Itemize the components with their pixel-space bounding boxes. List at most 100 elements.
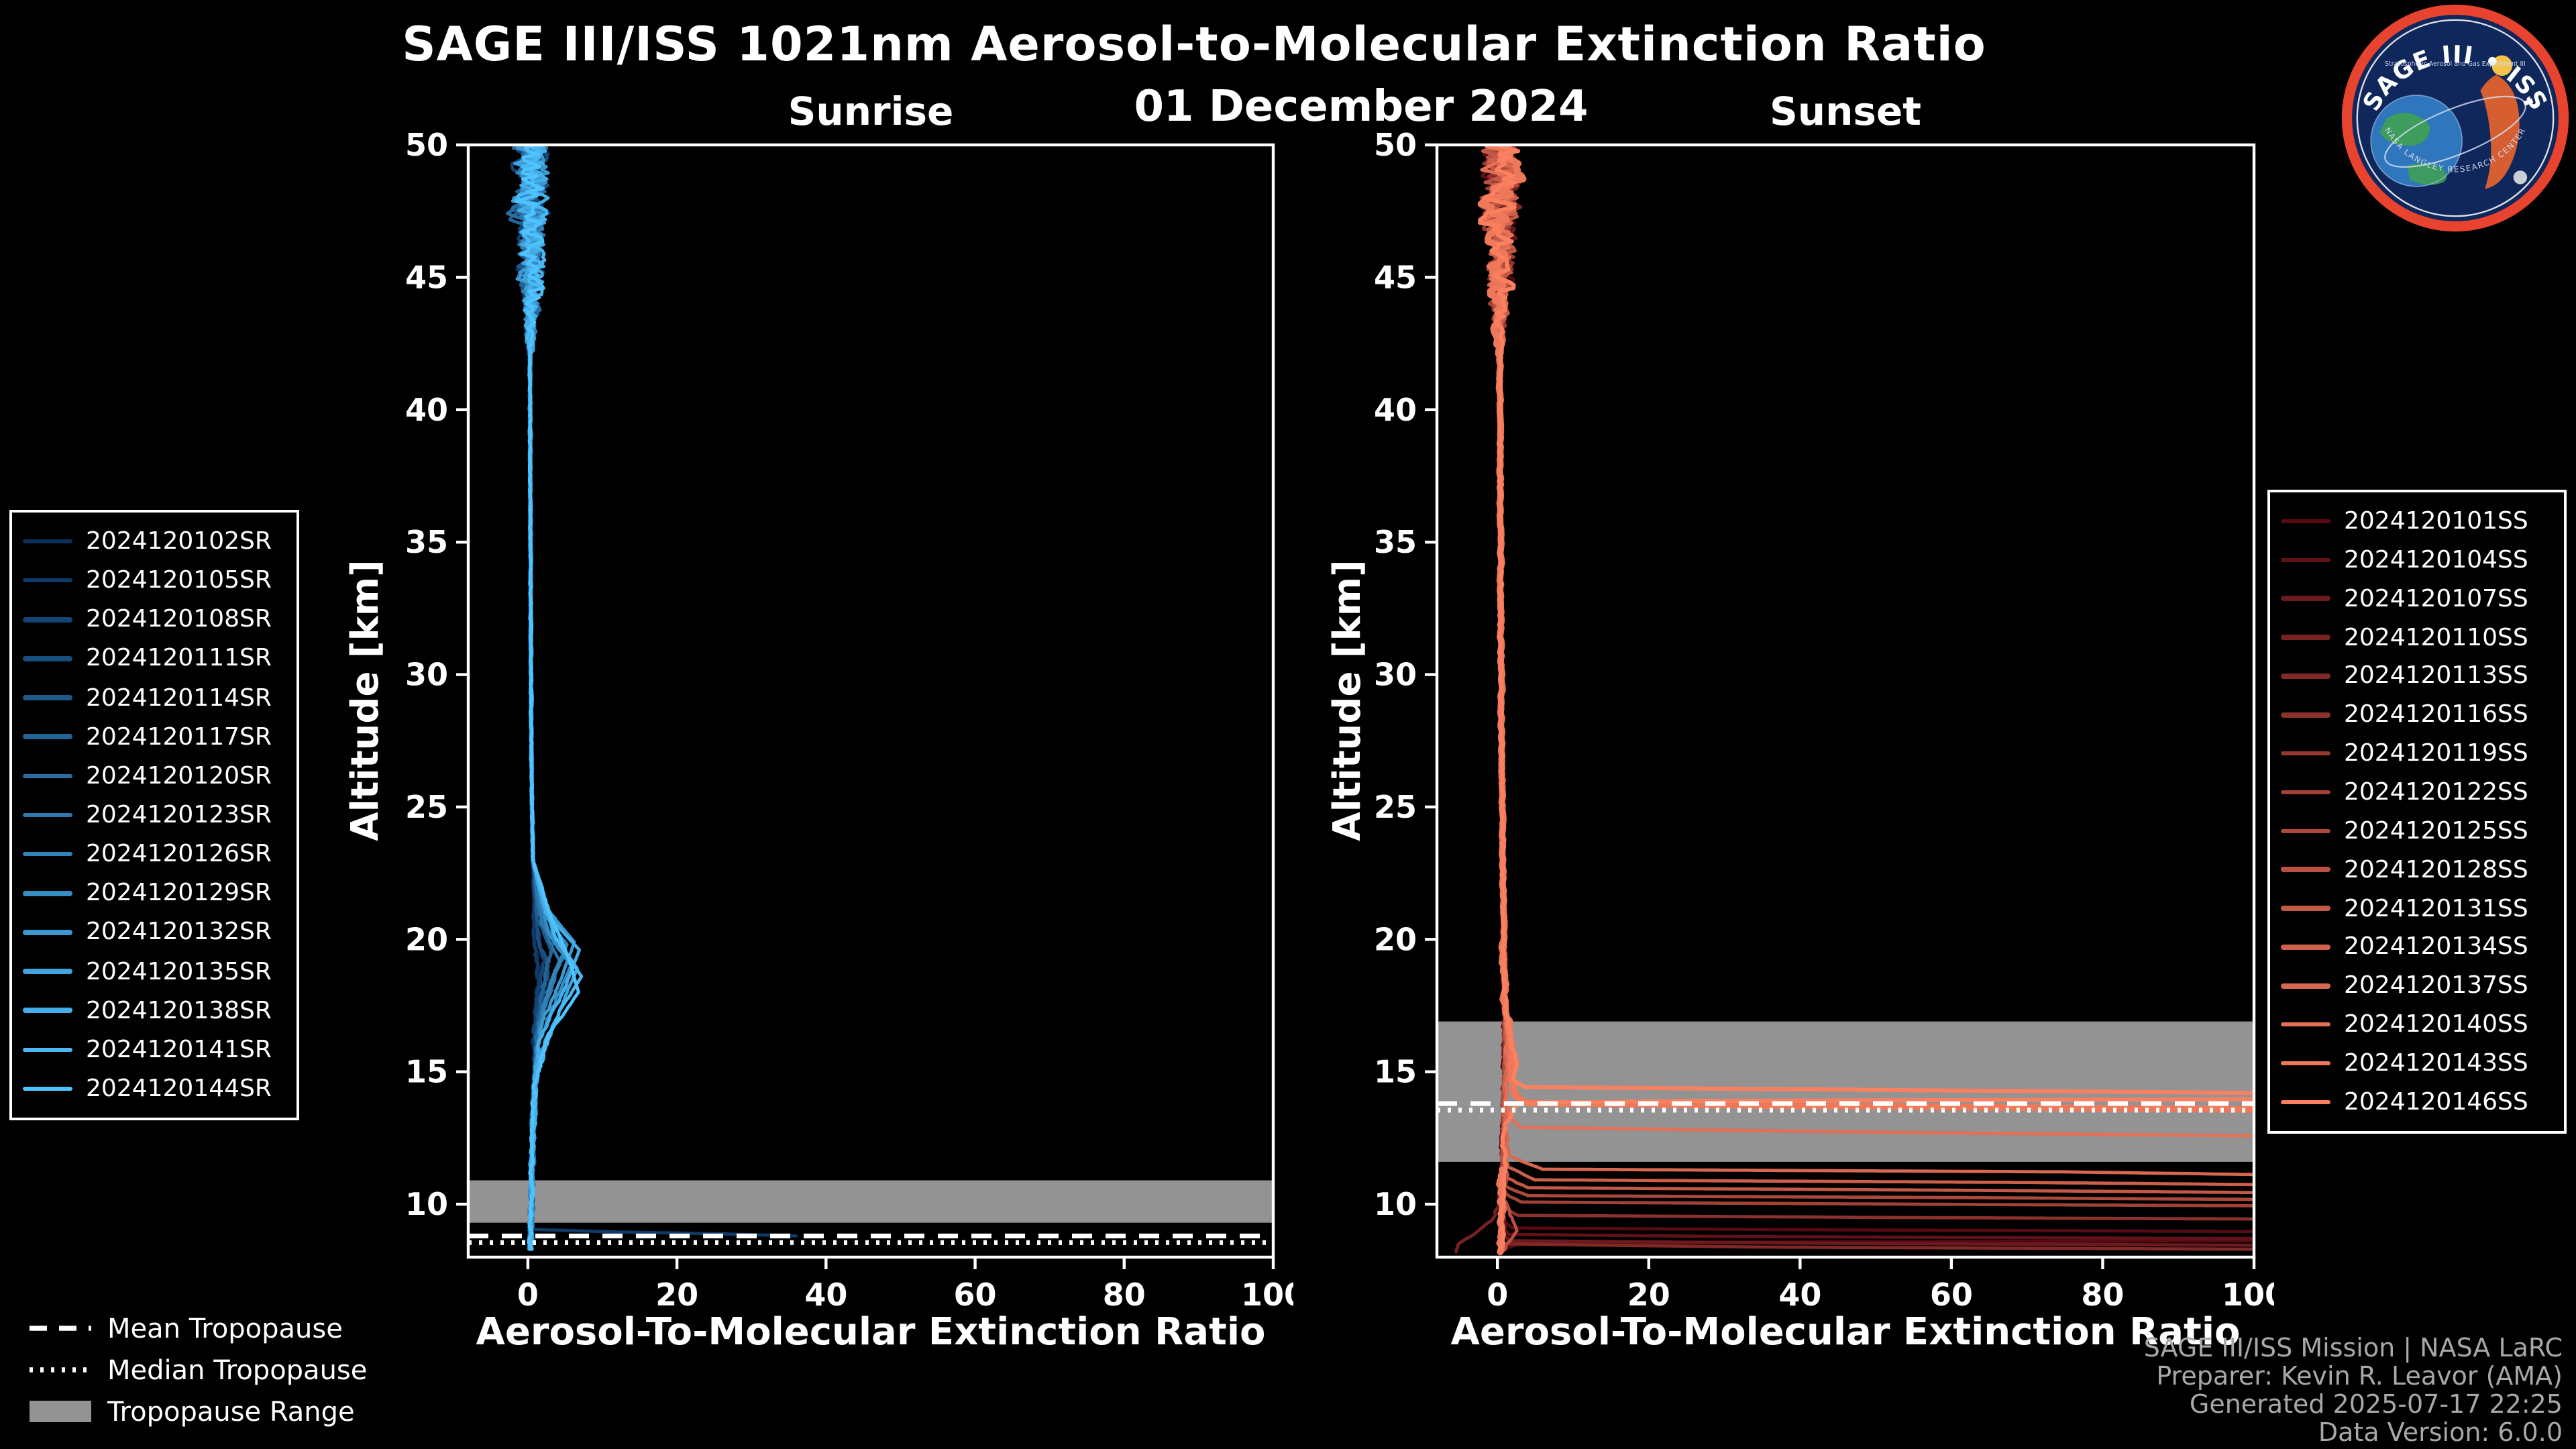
legend-label: 2024120107SS xyxy=(2344,584,2528,613)
legend-label: 2024120111SR xyxy=(86,644,272,673)
legend-label: 2024120128SS xyxy=(2344,855,2528,884)
legend-item: 2024120135SR xyxy=(23,953,286,989)
legend-item: 2024120125SS xyxy=(2281,813,2553,849)
legend-swatch xyxy=(23,930,72,935)
x-tick-label: 80 xyxy=(2081,1277,2124,1313)
legend-swatch xyxy=(23,851,72,857)
y-tick-label: 30 xyxy=(405,657,448,693)
legend-item: 2024120138SR xyxy=(23,992,286,1028)
legend-item: 2024120131SS xyxy=(2281,890,2553,926)
legend-swatch xyxy=(2281,867,2330,873)
credit-mission: SAGE III/ISS Mission | NASA LaRC xyxy=(2143,1334,2563,1363)
legend-swatch xyxy=(2281,1061,2330,1066)
legend-swatch xyxy=(23,578,72,583)
legend-label: 2024120108SR xyxy=(86,605,272,634)
credits: SAGE III/ISS Mission | NASA LaRC Prepare… xyxy=(2143,1334,2563,1448)
legend-label: 2024120110SS xyxy=(2344,623,2528,652)
legend-label: 2024120122SS xyxy=(2344,778,2528,807)
legend-label: 2024120123SR xyxy=(86,800,272,829)
tropopause-range-label: Tropopause Range xyxy=(107,1395,355,1427)
x-tick-label: 60 xyxy=(1930,1277,1973,1313)
legend-item: 2024120102SR xyxy=(23,523,286,559)
x-tick-label: 20 xyxy=(1627,1277,1670,1313)
x-tick-label: 100 xyxy=(1241,1277,1293,1313)
tropopause-range-legend-row: Tropopause Range xyxy=(30,1390,367,1432)
legend-item: 2024120128SS xyxy=(2281,851,2553,888)
legend-swatch xyxy=(23,616,72,623)
mean-tropopause-legend-row: Mean Tropopause xyxy=(30,1307,367,1348)
legend-swatch xyxy=(2281,906,2330,911)
profile-line xyxy=(515,145,798,1251)
y-tick-label: 10 xyxy=(1374,1186,1417,1222)
legend-swatch xyxy=(2281,674,2330,679)
legend-swatch xyxy=(23,969,72,974)
sunset-legend: 2024120101SS 2024120104SS 2024120107SS 2024… xyxy=(2267,490,2567,1134)
legend-label: 2024120129SR xyxy=(86,879,272,908)
logo-sun-icon xyxy=(2491,55,2512,76)
profile-line xyxy=(511,145,579,1251)
y-tick-label: 15 xyxy=(1374,1054,1417,1090)
credit-preparer: Preparer: Kevin R. Leavor (AMA) xyxy=(2156,1362,2563,1391)
legend-label: 2024120119SS xyxy=(2344,739,2528,768)
legend-swatch xyxy=(2281,1022,2330,1027)
profile-line xyxy=(515,145,584,1251)
y-tick-label: 45 xyxy=(405,259,448,295)
legend-label: 2024120113SS xyxy=(2344,661,2528,690)
legend-item: 2024120104SS xyxy=(2281,542,2553,578)
legend-item: 2024120110SS xyxy=(2281,619,2553,655)
legend-item: 2024120134SS xyxy=(2281,929,2553,965)
legend-item: 2024120122SS xyxy=(2281,774,2553,810)
sunset-x-axis-label: Aerosol-To-Molecular Extinction Ratio xyxy=(1450,1309,2241,1354)
credit-generated: Generated 2025-07-17 22:25 xyxy=(2189,1390,2563,1419)
x-tick-label: 80 xyxy=(1103,1277,1146,1313)
legend-label: 2024120143SS xyxy=(2344,1049,2528,1078)
legend-item: 2024120117SR xyxy=(23,718,286,755)
y-tick-label: 35 xyxy=(1374,524,1417,560)
y-tick-label: 15 xyxy=(405,1054,448,1090)
legend-label: 2024120137SS xyxy=(2344,971,2528,1000)
legend-swatch xyxy=(2281,712,2330,718)
legend-swatch xyxy=(2281,596,2330,602)
profile-line xyxy=(1480,145,2254,1138)
legend-swatch xyxy=(23,734,72,739)
legend-swatch xyxy=(23,812,72,818)
legend-label: 2024120132SR xyxy=(86,918,272,947)
figure-title: SAGE III/ISS 1021nm Aerosol-to-Molecular… xyxy=(402,19,1986,72)
mean-tropopause-swatch xyxy=(30,1325,91,1330)
logo-earth-land xyxy=(2379,113,2430,146)
tropopause-range-band xyxy=(468,1180,1273,1223)
legend-item: 2024120101SS xyxy=(2281,503,2553,539)
legend-item: 2024120141SR xyxy=(23,1032,286,1068)
y-tick-label: 25 xyxy=(405,789,448,825)
legend-label: 2024120138SR xyxy=(86,996,272,1025)
legend-item: 2024120114SR xyxy=(23,680,286,716)
legend-swatch xyxy=(23,1008,72,1013)
y-tick-label: 45 xyxy=(1374,259,1417,295)
x-tick-label: 100 xyxy=(2222,1277,2274,1313)
legend-item: 2024120116SS xyxy=(2281,697,2553,733)
y-tick-label: 35 xyxy=(405,524,448,560)
legend-item: 2024120120SR xyxy=(23,758,286,794)
legend-item: 2024120123SR xyxy=(23,797,286,833)
sunrise-x-axis-label: Aerosol-To-Molecular Extinction Ratio xyxy=(476,1309,1266,1354)
logo-moon-icon xyxy=(2513,170,2528,184)
legend-item: 2024120105SR xyxy=(23,562,286,598)
y-tick-label: 40 xyxy=(1374,392,1417,428)
y-tick-label: 30 xyxy=(1374,657,1417,693)
mean-tropopause-label: Mean Tropopause xyxy=(107,1311,343,1344)
sunrise-plot: 10 15 20 25 30 35 40 45 50 0 20 40 60 80 100 xyxy=(405,127,1293,1313)
axes-frame xyxy=(1435,143,2256,1259)
x-tick-label: 0 xyxy=(1487,1277,1508,1313)
legend-item: 2024120143SS xyxy=(2281,1045,2553,1081)
legend-label: 2024120131SS xyxy=(2344,894,2528,923)
credit-data-version: Data Version: 6.0.0 xyxy=(2318,1418,2563,1448)
legend-swatch xyxy=(23,773,72,779)
legend-label: 2024120140SS xyxy=(2344,1010,2528,1039)
legend-item: 2024120107SS xyxy=(2281,580,2553,616)
y-tick-label: 50 xyxy=(405,127,448,163)
legend-item: 2024120132SR xyxy=(23,914,286,951)
legend-label: 2024120114SR xyxy=(86,684,272,712)
x-tick-label: 0 xyxy=(517,1277,539,1313)
legend-label: 2024120101SS xyxy=(2344,507,2528,535)
